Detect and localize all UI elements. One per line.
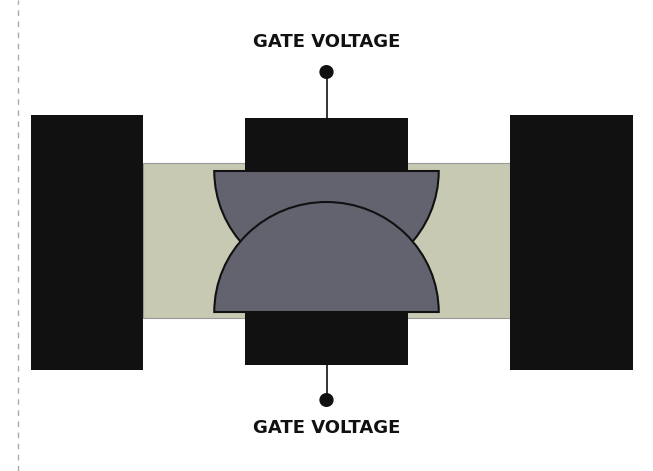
- Bar: [143, 163, 510, 318]
- Text: GATE VOLTAGE: GATE VOLTAGE: [253, 33, 400, 51]
- Bar: [245, 312, 408, 365]
- Wedge shape: [214, 171, 439, 281]
- Wedge shape: [214, 202, 439, 312]
- Bar: [510, 115, 633, 370]
- Bar: [31, 115, 143, 370]
- Text: GATE VOLTAGE: GATE VOLTAGE: [253, 419, 400, 437]
- Circle shape: [319, 393, 334, 407]
- Circle shape: [319, 65, 334, 79]
- Bar: [245, 118, 408, 171]
